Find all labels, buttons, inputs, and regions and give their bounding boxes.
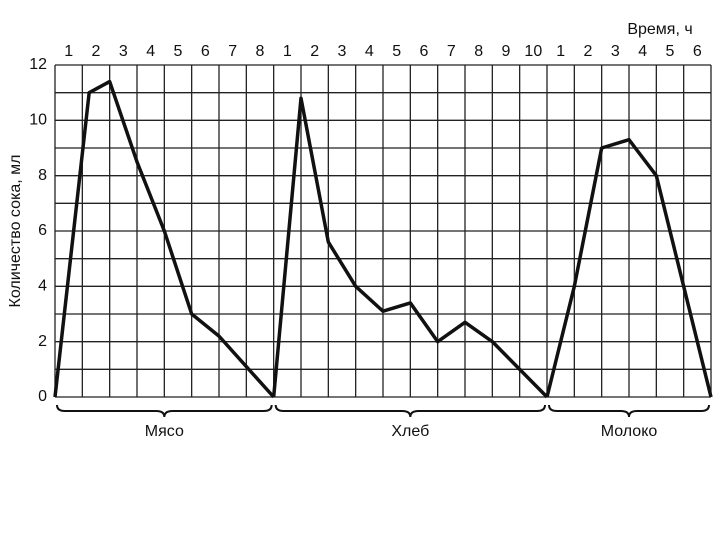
brace (274, 404, 546, 418)
x-tick-label: 4 (365, 43, 374, 60)
x-tick-label: 5 (392, 43, 401, 60)
x-tick-label: 6 (420, 43, 429, 60)
x-tick-label: 4 (638, 43, 647, 60)
y-tick-label: 4 (38, 278, 47, 295)
x-tick-label: 3 (119, 43, 128, 60)
x-tick-label: 10 (524, 43, 542, 60)
x-tick-label: 9 (502, 43, 511, 60)
x-tick-label: 8 (256, 43, 265, 60)
x-tick-label: 5 (174, 43, 183, 60)
y-tick-label: 8 (38, 167, 47, 184)
segment-label: Хлеб (391, 423, 429, 440)
x-tick-label: 3 (338, 43, 347, 60)
y-tick-label: 2 (38, 333, 47, 350)
x-tick-label: 2 (584, 43, 593, 60)
brace (56, 404, 273, 418)
x-tick-label: 6 (201, 43, 210, 60)
line (545, 137, 713, 398)
x-axis-title: Время, ч (627, 21, 692, 38)
x-tick-label: 5 (666, 43, 675, 60)
segment-label: Мясо (145, 423, 184, 440)
y-tick-label: 6 (38, 222, 47, 239)
x-tick-label: 7 (228, 43, 237, 60)
x-tick-label: 8 (474, 43, 483, 60)
line (271, 96, 549, 399)
x-tick-label: 1 (556, 43, 565, 60)
y-axis-title: Количество сока, мл (7, 155, 24, 308)
x-tick-label: 7 (447, 43, 456, 60)
line (53, 79, 275, 399)
y-tick-label: 12 (29, 56, 47, 73)
y-tick-label: 0 (38, 388, 47, 405)
x-tick-label: 2 (92, 43, 101, 60)
segment-label: Молоко (601, 423, 658, 440)
x-tick-label: 2 (310, 43, 319, 60)
x-tick-label: 1 (283, 43, 292, 60)
y-tick-label: 10 (29, 112, 47, 129)
x-tick-label: 4 (146, 43, 155, 60)
x-tick-label: 1 (64, 43, 73, 60)
x-tick-label: 3 (611, 43, 620, 60)
brace (548, 404, 710, 418)
x-tick-label: 6 (693, 43, 702, 60)
